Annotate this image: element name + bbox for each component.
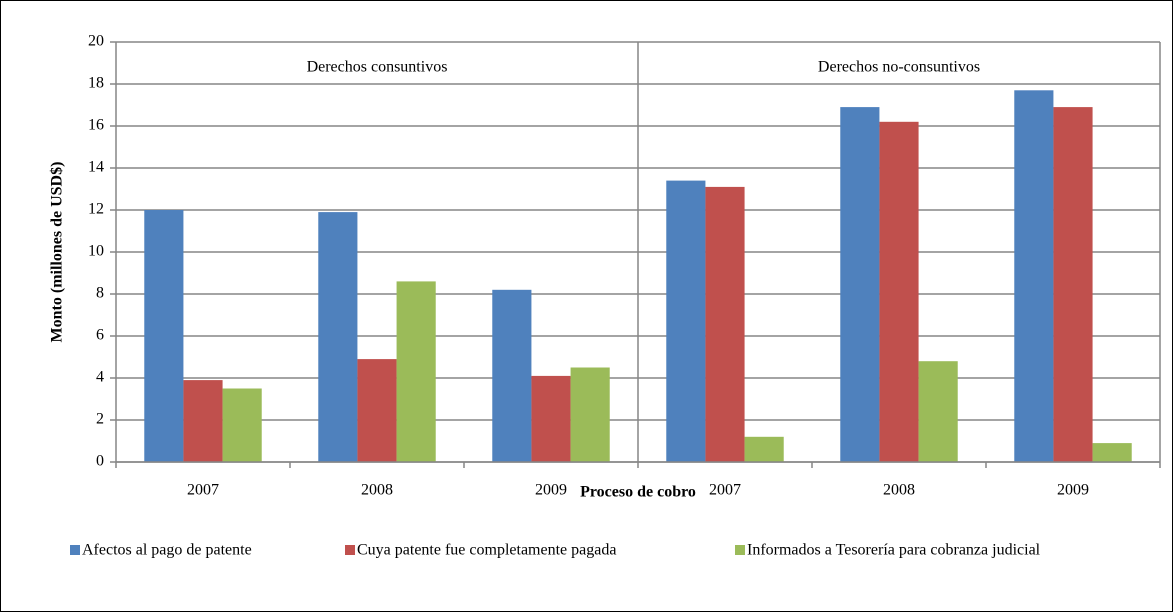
x-tick-label: 2007 [709, 482, 741, 499]
bar [744, 436, 784, 462]
y-tick-label: 6 [96, 327, 104, 344]
y-tick-label: 10 [88, 243, 104, 260]
bar [1092, 443, 1132, 462]
x-tick-label: 2008 [361, 482, 393, 499]
bar [318, 212, 358, 462]
y-tick-label: 20 [88, 33, 104, 50]
legend-swatch [70, 545, 80, 555]
group-label: Derechos consuntivos [307, 59, 448, 76]
bar [1014, 90, 1054, 463]
bar [144, 210, 184, 462]
x-tick-label: 2008 [883, 482, 915, 499]
bar [183, 380, 223, 462]
y-tick-label: 2 [96, 411, 104, 428]
x-tick-label: 2009 [535, 482, 567, 499]
bar [570, 367, 610, 462]
bar [1053, 107, 1093, 462]
y-tick-label: 14 [88, 159, 104, 176]
bar [918, 361, 958, 462]
group-label: Derechos no-consuntivos [818, 59, 980, 76]
y-tick-label: 8 [96, 285, 104, 302]
y-tick-label: 4 [96, 369, 104, 386]
bar [492, 289, 532, 462]
legend-swatch [345, 545, 355, 555]
legend-label: Informados a Tesorería para cobranza jud… [747, 542, 1041, 559]
bar [531, 375, 571, 462]
y-axis-label: Monto (millones de USD$) [49, 162, 66, 343]
y-tick-label: 16 [88, 117, 104, 134]
bar [840, 107, 880, 462]
bar [357, 359, 397, 462]
bar [879, 121, 919, 463]
x-tick-label: 2007 [187, 482, 219, 499]
bar [396, 281, 436, 462]
legend-label: Afectos al pago de patente [82, 542, 252, 559]
x-axis-label: Proceso de cobro [580, 484, 696, 501]
y-tick-label: 0 [96, 453, 104, 470]
y-tick-label: 12 [88, 201, 104, 218]
x-tick-label: 2009 [1057, 482, 1089, 499]
bar [705, 186, 745, 462]
bar [666, 180, 706, 462]
bar [222, 388, 262, 462]
legend-label: Cuya patente fue completamente pagada [357, 542, 616, 559]
legend-swatch [735, 545, 745, 555]
y-tick-label: 18 [88, 75, 104, 92]
